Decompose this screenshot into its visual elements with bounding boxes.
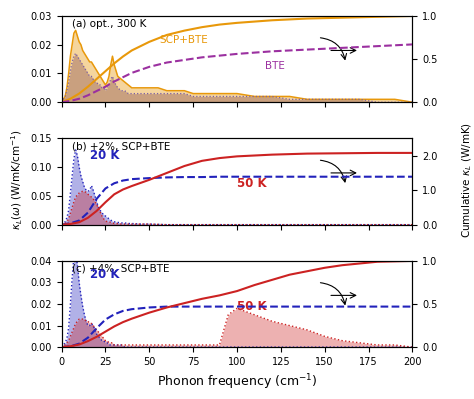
Text: $\kappa_L(\omega)$ (W/mK/cm$^{-1}$): $\kappa_L(\omega)$ (W/mK/cm$^{-1}$) [9,129,25,230]
Text: 20 K: 20 K [90,149,119,162]
Text: 50 K: 50 K [237,300,266,313]
Text: (a) opt., 300 K: (a) opt., 300 K [72,18,146,29]
Text: 20 K: 20 K [90,268,119,281]
Text: 50 K: 50 K [237,177,266,190]
X-axis label: Phonon frequency (cm$^{-1}$): Phonon frequency (cm$^{-1}$) [157,372,317,392]
Text: (c) +4%, SCP+BTE: (c) +4%, SCP+BTE [72,263,170,273]
Text: SCP+BTE: SCP+BTE [160,35,209,45]
Text: BTE: BTE [265,61,285,71]
Text: Cumulative $\kappa_L$ (W/mK): Cumulative $\kappa_L$ (W/mK) [460,122,474,237]
Text: (b) +2%, SCP+BTE: (b) +2%, SCP+BTE [72,141,171,151]
